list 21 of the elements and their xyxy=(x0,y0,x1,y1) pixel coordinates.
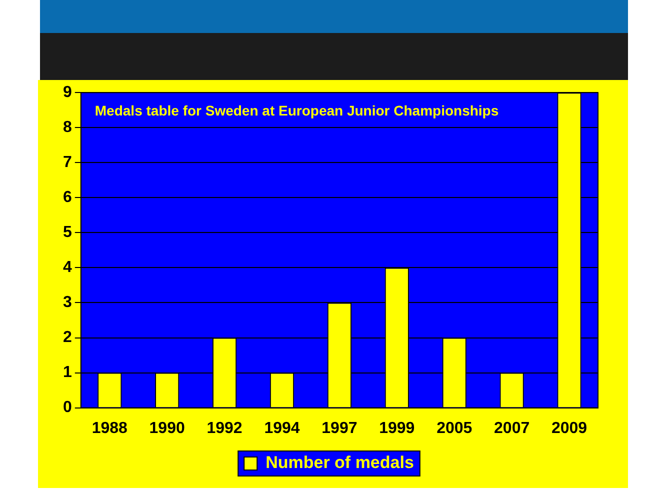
y-tick-label: 0 xyxy=(62,399,72,416)
x-tick-label: 2007 xyxy=(494,420,530,437)
x-tick-label: 1999 xyxy=(379,420,415,437)
y-tick-label: 1 xyxy=(62,364,72,382)
legend-label: Number of medals xyxy=(266,453,414,472)
y-tick-label: 7 xyxy=(62,154,72,172)
y-tick-label: 5 xyxy=(62,224,72,242)
x-tick-label: 1997 xyxy=(322,420,358,437)
x-tick-label: 2009 xyxy=(551,420,588,437)
x-tick-label: 1994 xyxy=(264,420,300,437)
y-tick-label: 9 xyxy=(62,84,72,102)
x-tick-label: 1990 xyxy=(149,420,185,437)
text: Medals table for Sweden at European Junior Championships xyxy=(94,102,499,118)
y-tick-label: 8 xyxy=(62,119,72,136)
y-tick-label: 4 xyxy=(62,259,72,276)
x-tick-label: 1992 xyxy=(206,420,242,437)
x-tick-label: 1988 xyxy=(92,420,128,437)
y-tick-label: 6 xyxy=(62,189,72,206)
y-tick-label: 3 xyxy=(62,294,72,312)
y-tick-label: 2 xyxy=(62,329,72,346)
x-tick-label: 2005 xyxy=(436,420,472,437)
